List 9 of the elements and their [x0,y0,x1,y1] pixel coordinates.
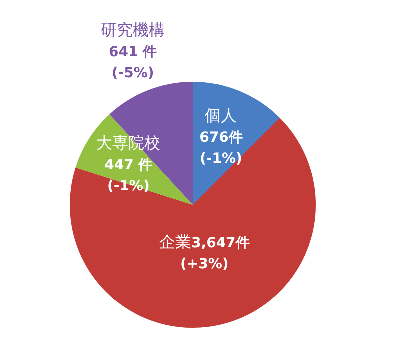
text: (-5%) [112,66,154,82]
data-label: 3,647件 [192,236,250,252]
text: (+3%) [180,256,229,273]
slice-label: 研究機構 [101,20,166,40]
slice-label: 個人 [205,106,238,126]
data-label: 641 件 [109,44,158,61]
data-label: 447 件 [104,157,153,174]
slice-label: 企業 [160,232,192,252]
data-label: 676件 [200,130,243,146]
